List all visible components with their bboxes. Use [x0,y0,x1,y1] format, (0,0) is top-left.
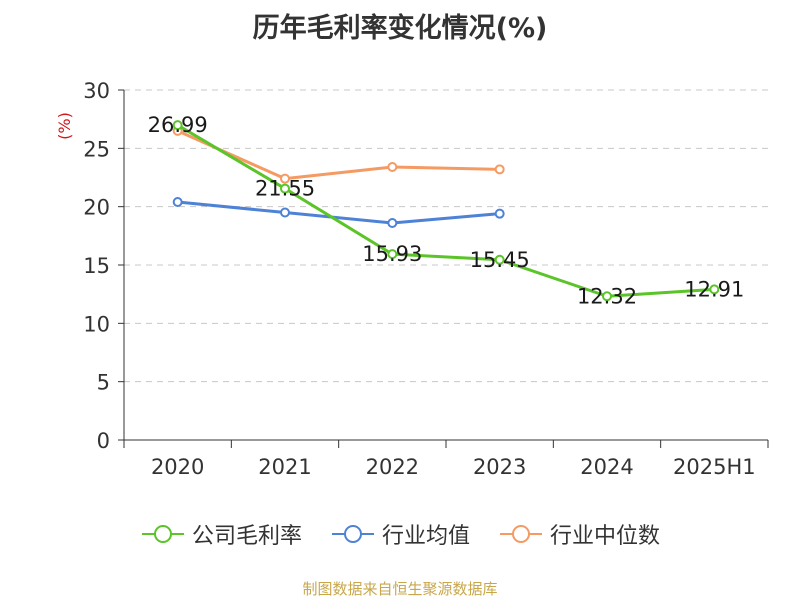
legend-item-industry-avg[interactable]: 行业均值 [330,518,470,550]
data-point-company [602,291,612,302]
series-line-company [176,123,715,298]
data-label: 26.99 [148,113,208,137]
legend-label-company: 公司毛利率 [191,524,302,549]
legend-marker-industry-avg [331,525,374,543]
y-tick-label: 25 [83,137,110,161]
data-point-company [172,120,183,131]
chart-title: 历年毛利率变化情况(%) [252,13,548,44]
legend-item-company[interactable]: 公司毛利率 [140,518,302,550]
data-point-industry_avg [387,218,398,228]
data-point-company [280,183,290,194]
data-point-industry_avg [172,197,183,207]
data-point-industry_avg [494,208,505,219]
data-point-industry_avg [280,207,290,218]
y-tick-label: 0 [97,429,110,453]
legend-label-industry-median: 行业中位数 [550,524,661,549]
y-tick-label: 10 [83,312,110,336]
data-label: 12.32 [577,284,637,308]
data-point-industry_median [280,173,290,184]
legend: 公司毛利率 行业均值 行业中位数 [0,518,800,550]
y-tick-label: 5 [97,371,110,395]
data-point-company [387,249,398,260]
data-point-industry_median [387,162,398,172]
data-point-company [494,254,505,265]
x-tick-label: 2022 [366,455,419,479]
y-tick-label: 30 [83,79,110,103]
y-tick-label: 20 [83,196,110,220]
series-line-industry_median [177,129,500,181]
series-line-industry_avg [177,200,500,225]
data-label: 21.55 [255,177,315,201]
data-point-company [709,284,720,295]
legend-marker-industry-median [500,525,542,543]
x-tick-label: 2024 [580,455,633,479]
data-label: 15.93 [362,242,422,266]
x-tick-label: 2023 [473,455,526,479]
legend-marker-company [141,525,184,543]
data-point-industry_median [494,164,505,175]
legend-label-industry-avg: 行业均值 [381,524,470,549]
data-label: 12.91 [684,277,744,301]
data-label: 15.45 [470,248,530,272]
x-tick-label: 2021 [258,455,311,479]
y-axis-label: (%) [55,112,74,140]
y-tick-label: 15 [83,254,110,278]
legend-item-industry-median[interactable]: 行业中位数 [498,518,660,550]
x-tick-label: 2020 [151,455,204,479]
source-note: 制图数据来自恒生聚源数据库 [302,580,498,598]
x-tick-label: 2025H1 [673,455,756,479]
